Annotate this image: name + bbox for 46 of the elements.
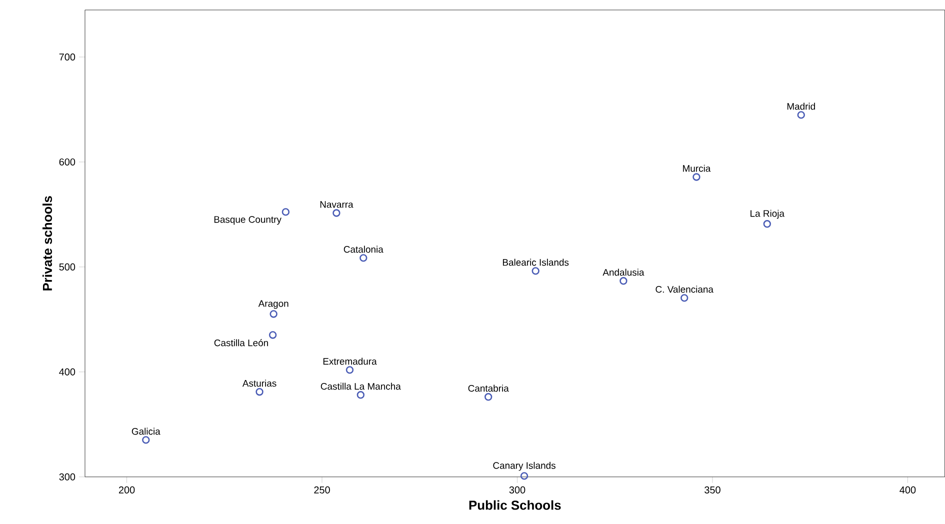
x-axis-title: Public Schools xyxy=(469,500,561,510)
point xyxy=(356,391,365,399)
y-tick-label: 300 xyxy=(59,473,76,480)
y-tick-label: 700 xyxy=(59,54,76,61)
x-tick-label: 200 xyxy=(118,486,135,494)
point xyxy=(520,472,528,480)
y-tick-label: 400 xyxy=(59,368,76,376)
point xyxy=(346,366,354,374)
annotation: La Rioja xyxy=(750,210,784,219)
x-tick-label: 350 xyxy=(704,486,720,494)
annotation: Madrid xyxy=(787,102,815,110)
annotation: Balearic Islands xyxy=(502,258,569,266)
y-tick-label: 500 xyxy=(59,263,76,271)
point xyxy=(763,220,771,228)
point xyxy=(797,111,805,119)
annotation: Aragon xyxy=(258,300,288,309)
annotation: Murcia xyxy=(683,164,711,172)
x-tick-label: 250 xyxy=(314,486,330,494)
point xyxy=(282,208,290,216)
point xyxy=(532,267,540,275)
annotation: Castilla León xyxy=(214,339,268,346)
point xyxy=(256,388,264,396)
point xyxy=(268,331,277,339)
point xyxy=(680,294,688,302)
x-tick-label: 300 xyxy=(509,486,526,494)
annotation: Extremadura xyxy=(323,358,377,365)
x-tick-label: 400 xyxy=(900,486,916,494)
point xyxy=(332,209,340,217)
annotation: Castilla La Mancha xyxy=(320,382,401,390)
point xyxy=(360,254,368,262)
annotation: Navarra xyxy=(320,201,354,208)
annotation: C. Valenciana xyxy=(656,286,714,293)
point xyxy=(620,277,628,285)
point xyxy=(484,393,492,401)
annotation: Cantabria xyxy=(468,384,509,392)
annotation: Basque Country xyxy=(214,216,282,225)
annotation: Andalusia xyxy=(602,268,644,276)
point xyxy=(692,173,700,181)
annotation: Galicia xyxy=(132,428,160,435)
y-tick-label: 600 xyxy=(59,158,76,166)
point xyxy=(142,436,150,444)
point xyxy=(270,310,278,318)
annotation: Catalonia xyxy=(344,246,384,253)
annotation: Asturias xyxy=(242,380,276,387)
y-axis-title: Private schools xyxy=(42,196,52,290)
annotation: Canary Islands xyxy=(493,462,556,471)
